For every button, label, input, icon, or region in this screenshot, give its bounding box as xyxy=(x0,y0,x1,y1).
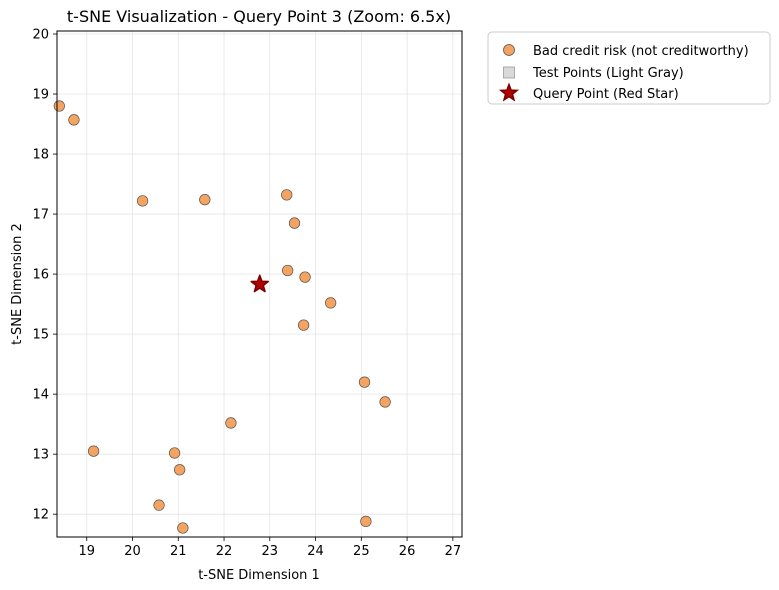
y-tick-label: 19 xyxy=(32,88,49,103)
x-tick-label: 23 xyxy=(262,544,279,559)
bad-credit-point xyxy=(325,297,337,309)
bad-credit-point xyxy=(281,264,294,277)
legend-label-test-points: Test Points (Light Gray) xyxy=(532,66,684,81)
legend-label-query-point: Query Point (Red Star) xyxy=(533,87,679,102)
legend-label-bad-credit: Bad credit risk (not creditworthy) xyxy=(533,44,749,59)
x-axis-label: t-SNE Dimension 1 xyxy=(198,568,320,583)
y-axis-label: t-SNE Dimension 2 xyxy=(10,223,25,345)
y-tick-label: 13 xyxy=(32,448,49,463)
y-axis-ticks: 12 13 14 15 16 17 18 19 20 xyxy=(32,28,57,523)
y-tick-label: 16 xyxy=(32,268,49,283)
x-tick-label: 27 xyxy=(445,544,462,559)
plot-frame xyxy=(56,30,463,538)
bad-credit-point xyxy=(299,271,311,283)
chart-title: t-SNE Visualization - Query Point 3 (Zoo… xyxy=(67,7,451,26)
bad-credit-point xyxy=(225,417,237,429)
legend-marker-query-point xyxy=(498,82,520,102)
legend-marker-test-points xyxy=(503,66,515,79)
bad-credit-point xyxy=(53,100,65,112)
bad-credit-point xyxy=(358,376,371,388)
x-tick-label: 25 xyxy=(353,544,370,559)
bad-credit-point xyxy=(136,195,149,207)
bad-credit-point xyxy=(177,522,189,534)
bad-credit-point xyxy=(298,319,310,331)
bad-credit-point xyxy=(288,217,301,229)
x-tick-label: 21 xyxy=(170,544,187,559)
grid-lines xyxy=(57,31,462,537)
bad-credit-point xyxy=(379,396,391,408)
bad-credit-point xyxy=(173,464,186,476)
x-tick-label: 26 xyxy=(399,544,416,559)
x-axis-ticks: 19 20 21 22 23 24 25 26 27 xyxy=(78,537,461,559)
bad-credit-point xyxy=(281,189,293,201)
bad-credit-point xyxy=(68,114,80,126)
bad-credit-point xyxy=(153,499,165,511)
legend-frame xyxy=(487,31,771,105)
data-points xyxy=(53,100,391,534)
x-tick-label: 19 xyxy=(78,544,95,559)
y-tick-label: 20 xyxy=(32,28,49,43)
x-tick-label: 22 xyxy=(216,544,233,559)
x-tick-label: 20 xyxy=(124,544,141,559)
legend-marker-bad-credit xyxy=(503,44,515,56)
bad-credit-point xyxy=(87,445,100,457)
y-tick-label: 18 xyxy=(32,148,49,163)
bad-credit-point xyxy=(360,515,372,528)
query-point-star xyxy=(250,274,270,293)
bad-credit-point xyxy=(168,447,181,459)
legend: Bad credit risk (not creditworthy) Test … xyxy=(487,31,771,105)
y-tick-label: 17 xyxy=(32,208,49,223)
bad-credit-point xyxy=(199,194,211,206)
x-tick-label: 24 xyxy=(307,544,324,559)
y-tick-label: 14 xyxy=(32,388,49,403)
y-tick-label: 15 xyxy=(32,328,49,343)
y-tick-label: 12 xyxy=(32,508,49,523)
